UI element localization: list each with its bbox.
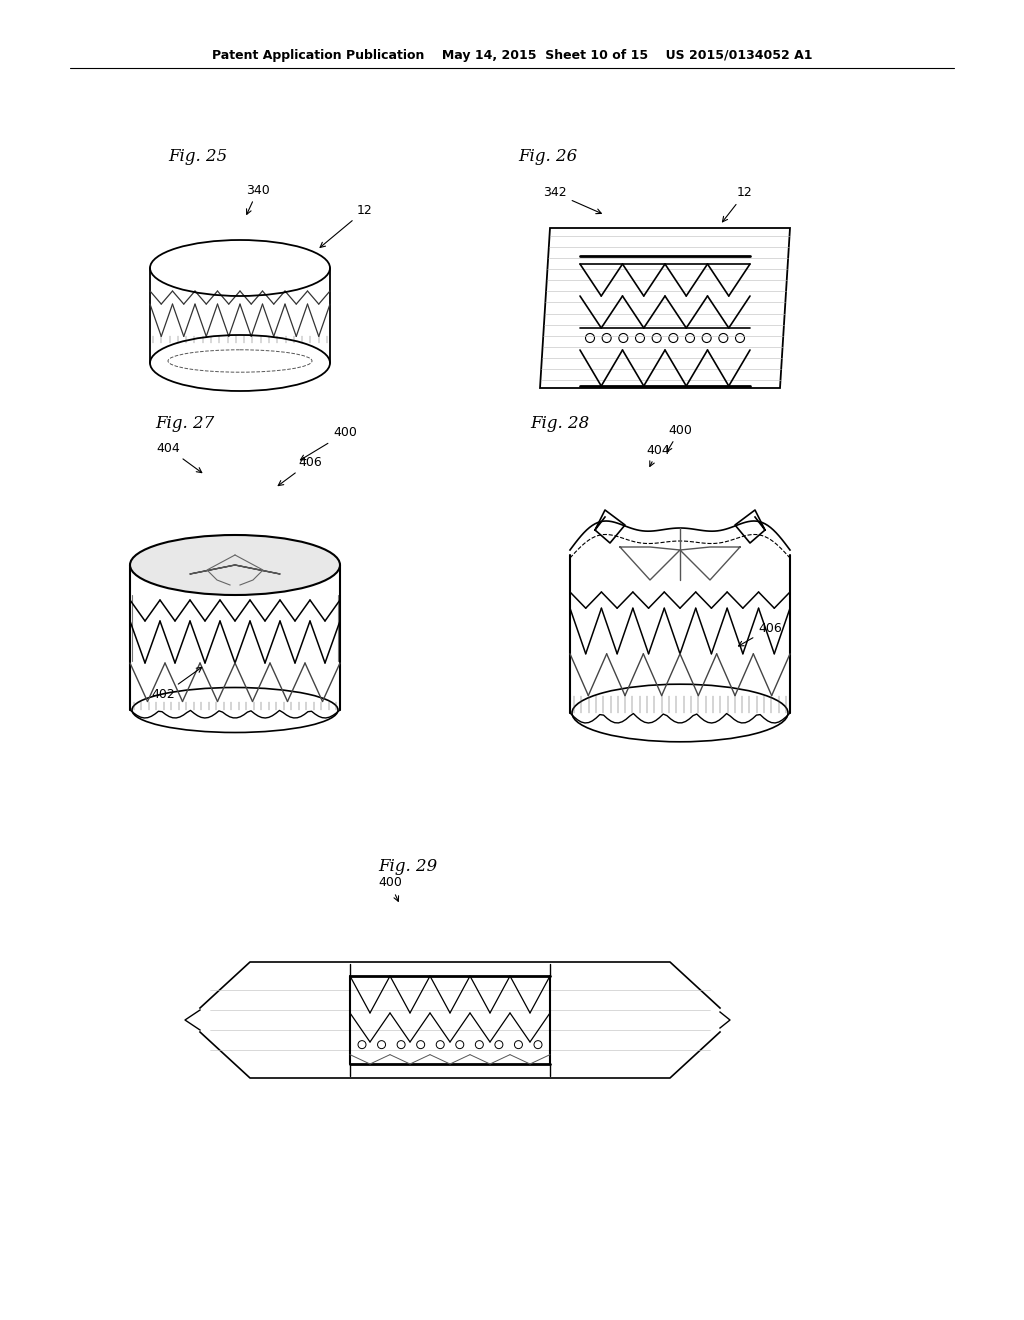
Text: Fig. 26: Fig. 26 [518, 148, 578, 165]
Text: 12: 12 [723, 186, 753, 222]
Text: 404: 404 [156, 441, 202, 473]
Text: 400: 400 [667, 424, 692, 451]
Text: 340: 340 [246, 183, 270, 214]
Text: Fig. 25: Fig. 25 [168, 148, 227, 165]
Ellipse shape [130, 535, 340, 595]
Text: 400: 400 [378, 876, 402, 902]
Text: 406: 406 [738, 622, 782, 645]
Text: 406: 406 [279, 455, 322, 486]
Text: 12: 12 [321, 203, 373, 247]
Text: 404: 404 [646, 444, 670, 466]
Text: 342: 342 [543, 186, 601, 214]
Text: 400: 400 [300, 426, 357, 459]
Text: Fig. 28: Fig. 28 [530, 414, 589, 432]
Text: 402: 402 [152, 668, 202, 701]
Text: Fig. 27: Fig. 27 [155, 414, 214, 432]
Text: Fig. 29: Fig. 29 [378, 858, 437, 875]
Text: Patent Application Publication    May 14, 2015  Sheet 10 of 15    US 2015/013405: Patent Application Publication May 14, 2… [212, 49, 812, 62]
